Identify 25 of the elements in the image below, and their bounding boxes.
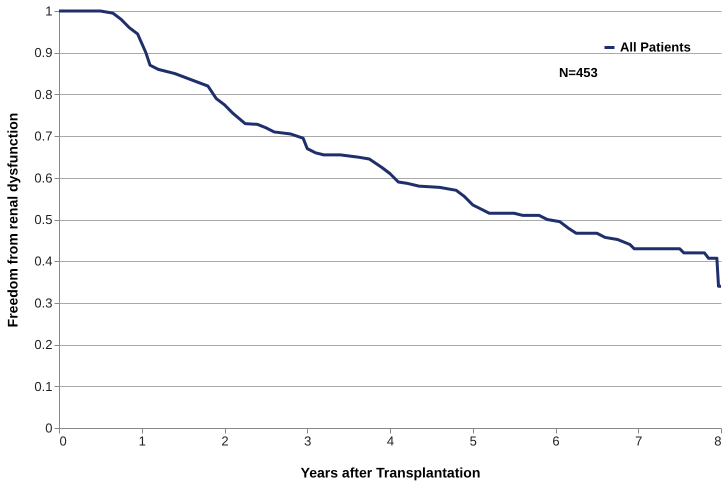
x-tick-label: 6: [552, 434, 560, 448]
y-tick-label: 0.4: [34, 254, 52, 269]
y-tick-label: 0.5: [34, 212, 52, 227]
x-tick-label: 5: [470, 434, 477, 448]
y-tick-label: 0.3: [34, 295, 52, 310]
annotation: N=453: [559, 65, 598, 80]
y-tick-label: 0.8: [34, 86, 52, 102]
y-axis-title: Freedom from renal dysfunction: [4, 112, 20, 328]
x-tick-label: 8: [714, 434, 722, 448]
x-tick-label: 0: [60, 434, 67, 448]
y-tick-label: 0.7: [34, 128, 52, 144]
y-tick-label: 0.9: [34, 45, 52, 60]
x-tick-label: 7: [635, 434, 642, 448]
line-series: [58, 10, 722, 288]
x-tick-label: 3: [304, 434, 312, 448]
y-tick-label: 0.6: [34, 170, 52, 186]
y-tick-label: 0.1: [34, 378, 52, 394]
legend-label: All Patients: [620, 40, 691, 54]
x-tick-label: 2: [221, 434, 229, 448]
x-tick-label: 4: [386, 434, 394, 448]
y-tick-label: 0.2: [34, 337, 52, 352]
y-tick-label: 1: [45, 4, 52, 18]
y-tick-label: 0: [45, 420, 52, 436]
x-tick-label: 1: [138, 434, 146, 448]
x-axis-title: Years after Transplantation: [300, 464, 480, 480]
